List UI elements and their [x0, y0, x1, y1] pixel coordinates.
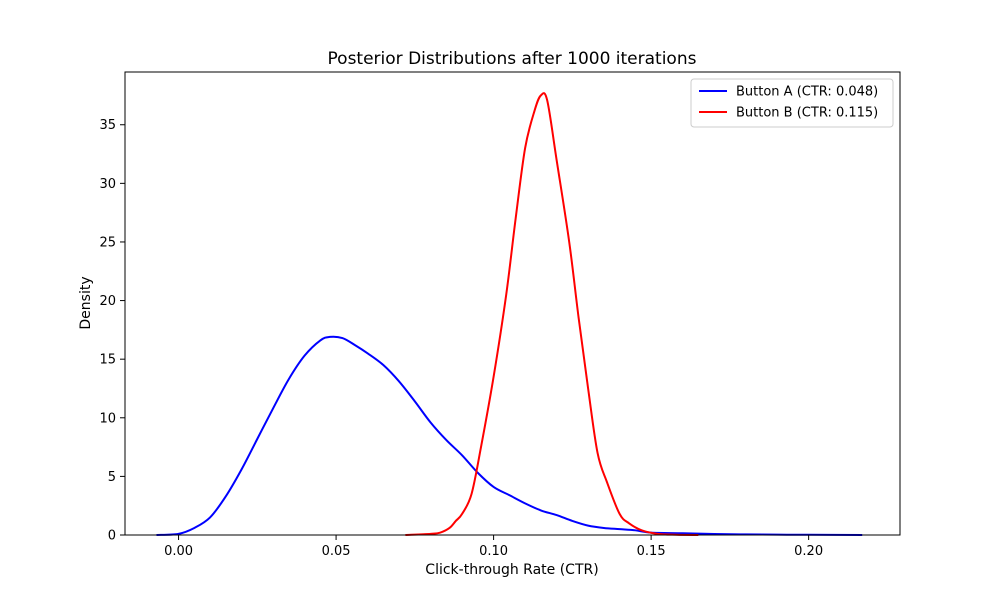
y-tick-label: 0	[108, 529, 116, 544]
x-axis: 0.00 0.05 0.10 0.15 0.20	[164, 535, 823, 559]
chart-title: Posterior Distributions after 1000 itera…	[328, 49, 697, 69]
x-tick-label: 0.05	[322, 544, 351, 559]
x-tick-label: 0.20	[794, 544, 823, 559]
x-tick-label: 0.15	[637, 544, 666, 559]
y-tick-label: 10	[99, 411, 116, 426]
plot-frame	[124, 71, 901, 536]
x-axis-label: Click-through Rate (CTR)	[425, 562, 598, 578]
x-tick-label: 0.10	[479, 544, 508, 559]
series-line-button-a	[156, 335, 863, 536]
x-tick-label: 0.00	[164, 544, 193, 559]
y-tick-label: 30	[99, 177, 116, 192]
y-axis-label: Density	[78, 276, 94, 329]
y-axis: 0 5 10 15 20 25 30 35	[99, 118, 125, 544]
legend: Button A (CTR: 0.048) Button B (CTR: 0.11…	[690, 78, 894, 128]
y-tick-label: 15	[99, 353, 116, 368]
y-tick-label: 35	[99, 118, 116, 133]
y-tick-label: 5	[108, 470, 116, 485]
legend-label: Button A (CTR: 0.048)	[736, 85, 878, 100]
y-tick-label: 25	[99, 235, 116, 250]
legend-label: Button B (CTR: 0.115)	[736, 106, 878, 121]
y-tick-label: 20	[99, 294, 116, 309]
plot-area	[156, 92, 863, 536]
series-line-button-b	[405, 92, 699, 536]
legend-box	[690, 78, 894, 128]
